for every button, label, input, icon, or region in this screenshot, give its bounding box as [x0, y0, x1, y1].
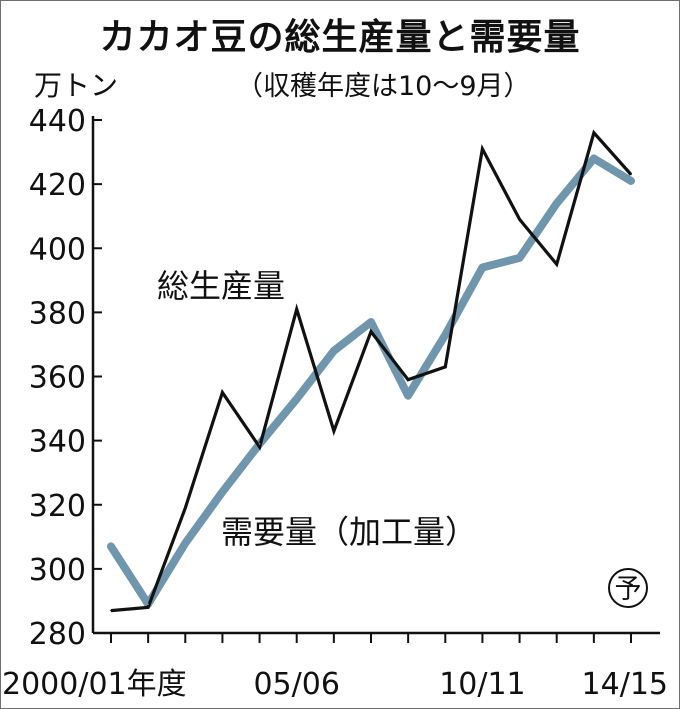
production-point	[333, 430, 335, 432]
production-point	[370, 330, 372, 333]
forecast-marker	[608, 568, 648, 608]
demand-point	[370, 321, 372, 323]
demand-point	[184, 542, 187, 545]
production-point	[184, 507, 187, 509]
y-unit-label: 万トン	[34, 69, 119, 102]
y-tick-label: 280	[29, 617, 86, 652]
demand-point	[555, 202, 558, 205]
production-point	[147, 606, 149, 609]
x-axis-ticks: 2000/01年度 05/06 10/11 14/15	[2, 633, 668, 702]
y-tick-label: 360	[29, 361, 86, 396]
y-axis-ticks: 280 300 320 340 360 380 400 420 440	[29, 104, 102, 652]
production-point	[481, 148, 484, 150]
forecast-label: 予	[615, 574, 642, 605]
series-label-production: 総生産量	[157, 267, 285, 305]
demand-point	[593, 157, 595, 160]
demand-point	[295, 398, 298, 400]
chart-title: カカオ豆の総生産量と需要量	[99, 17, 581, 58]
production-point	[555, 263, 558, 266]
y-tick-label: 340	[29, 425, 86, 460]
production-point	[444, 366, 447, 368]
chart-axes	[91, 116, 660, 635]
demand-point	[630, 180, 632, 182]
y-tick-label: 380	[29, 296, 86, 331]
y-tick-label: 320	[29, 489, 86, 524]
production-point	[407, 378, 409, 381]
demand-point	[444, 334, 447, 336]
production-point	[221, 391, 224, 394]
y-tick-label: 420	[29, 168, 86, 203]
demand-point	[518, 257, 521, 259]
y-tick-label: 300	[29, 553, 86, 588]
production-point	[295, 308, 298, 310]
demand-point	[110, 545, 112, 548]
series-layer	[107, 129, 635, 613]
x-tick-label: 14/15	[582, 667, 668, 702]
x-tick-label: 10/11	[439, 667, 525, 702]
demand-point	[481, 266, 484, 269]
x-tick-label: 05/06	[253, 667, 339, 702]
production-point	[593, 132, 595, 134]
y-tick-label: 440	[29, 104, 86, 139]
production-point	[630, 173, 632, 176]
harvest-year-note: （収穫年度は10～9月）	[236, 71, 531, 102]
demand-point	[147, 603, 149, 605]
production-point	[258, 446, 261, 448]
production-point	[110, 609, 112, 612]
demand-point	[221, 491, 224, 493]
demand-point	[258, 443, 261, 445]
x-tick-label: 2000/01年度	[2, 667, 187, 702]
demand-point	[333, 350, 335, 352]
y-tick-label: 400	[29, 232, 86, 267]
series-label-demand: 需要量（加工量）	[221, 513, 477, 551]
production-point	[518, 218, 521, 221]
demand-point	[407, 394, 409, 397]
